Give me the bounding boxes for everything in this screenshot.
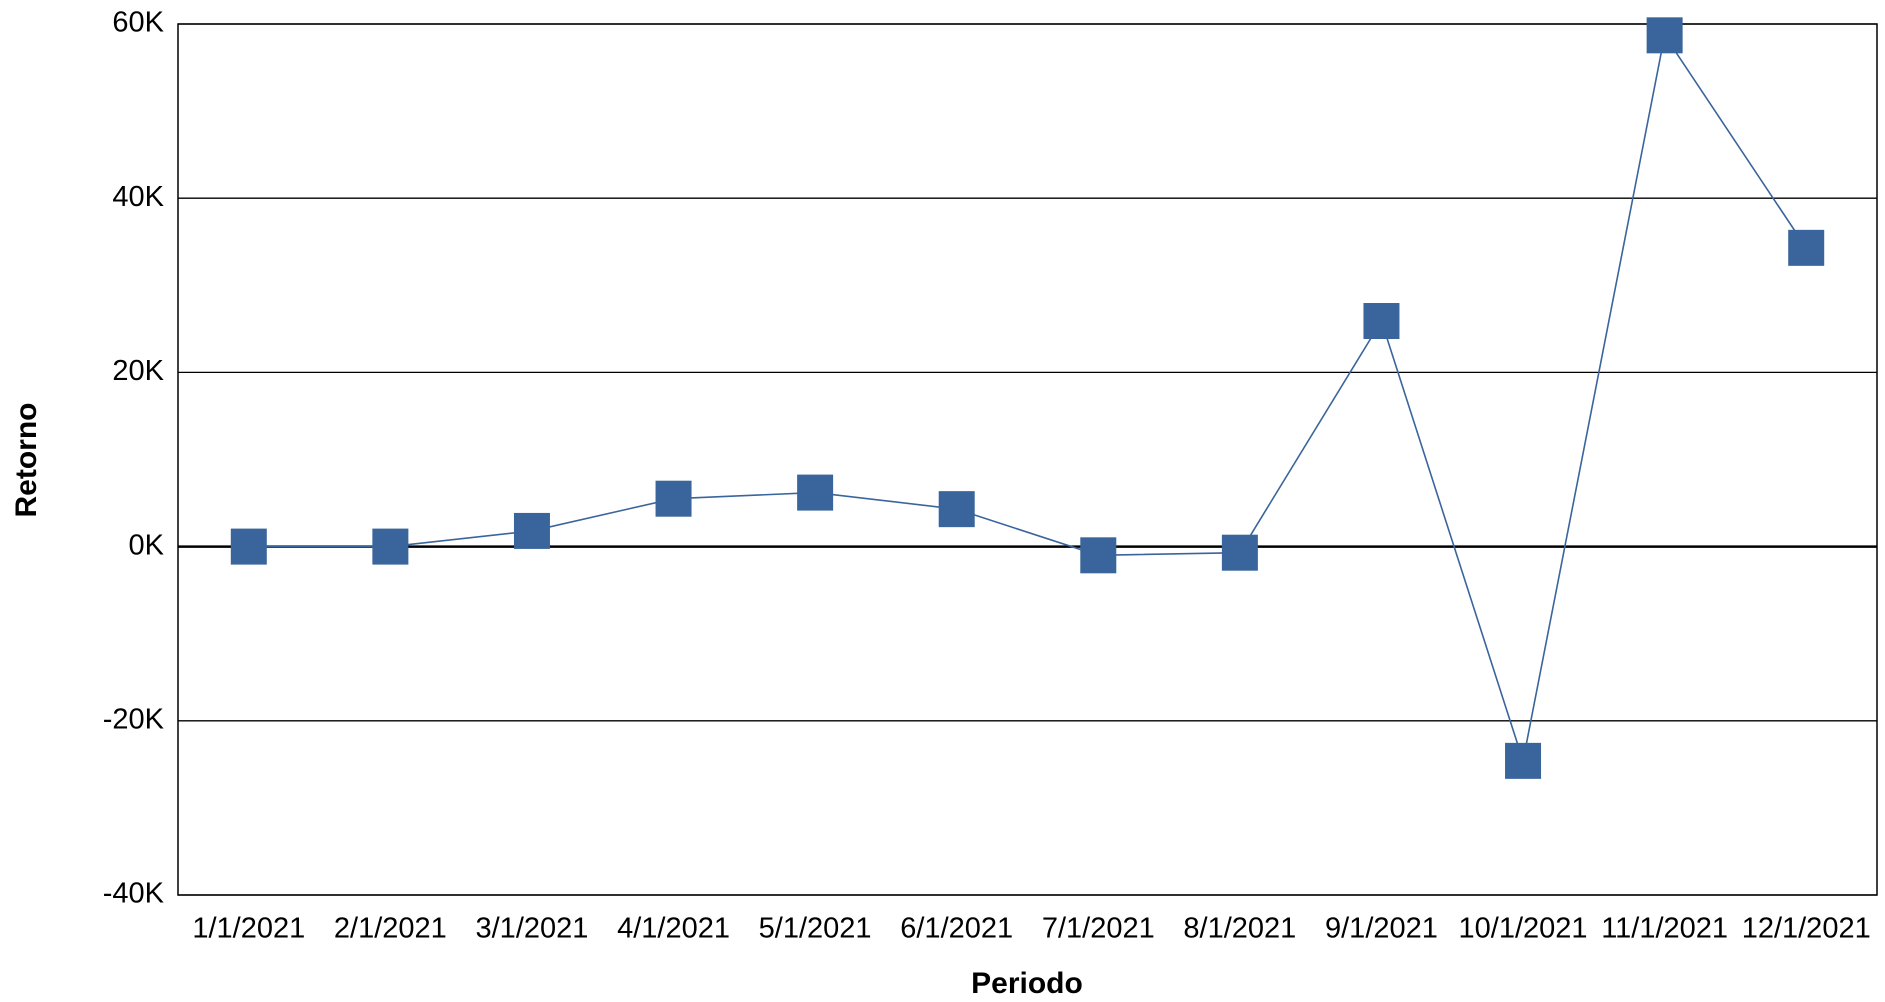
marker bbox=[938, 491, 975, 528]
y-tick-label: 0K bbox=[129, 529, 165, 561]
y-tick-label: -20K bbox=[103, 703, 165, 735]
y-tick-label: -40K bbox=[103, 878, 165, 910]
marker bbox=[372, 528, 409, 565]
x-tick-label: 2/1/2021 bbox=[334, 913, 447, 945]
y-tick-label: 40K bbox=[112, 181, 164, 213]
marker bbox=[655, 480, 692, 517]
marker bbox=[230, 528, 267, 565]
plot-border bbox=[177, 23, 1878, 896]
marker bbox=[1080, 537, 1117, 574]
x-tick-label: 12/1/2021 bbox=[1742, 913, 1871, 945]
x-tick-label: 4/1/2021 bbox=[617, 913, 730, 945]
x-tick-label: 10/1/2021 bbox=[1459, 913, 1588, 945]
series-line bbox=[248, 33, 1807, 762]
y-tick-label: 20K bbox=[112, 355, 164, 387]
marker bbox=[1505, 742, 1542, 779]
marker bbox=[1221, 534, 1258, 571]
y-axis-title: Retorno bbox=[10, 403, 43, 518]
x-tick-label: 1/1/2021 bbox=[192, 913, 305, 945]
marker bbox=[1646, 17, 1683, 54]
marker bbox=[797, 474, 834, 511]
x-tick-label: 6/1/2021 bbox=[900, 913, 1013, 945]
x-tick-label: 3/1/2021 bbox=[476, 913, 589, 945]
y-tick-label: 60K bbox=[112, 7, 164, 39]
x-tick-label: 8/1/2021 bbox=[1183, 913, 1296, 945]
x-tick-label: 11/1/2021 bbox=[1601, 913, 1728, 945]
x-tick-label: 7/1/2021 bbox=[1042, 913, 1155, 945]
x-tick-label: 9/1/2021 bbox=[1325, 913, 1438, 945]
marker bbox=[1788, 229, 1825, 266]
marker bbox=[1363, 303, 1400, 340]
x-tick-label: 5/1/2021 bbox=[759, 913, 872, 945]
marker bbox=[513, 512, 550, 549]
x-axis-title: Periodo bbox=[971, 967, 1083, 1000]
